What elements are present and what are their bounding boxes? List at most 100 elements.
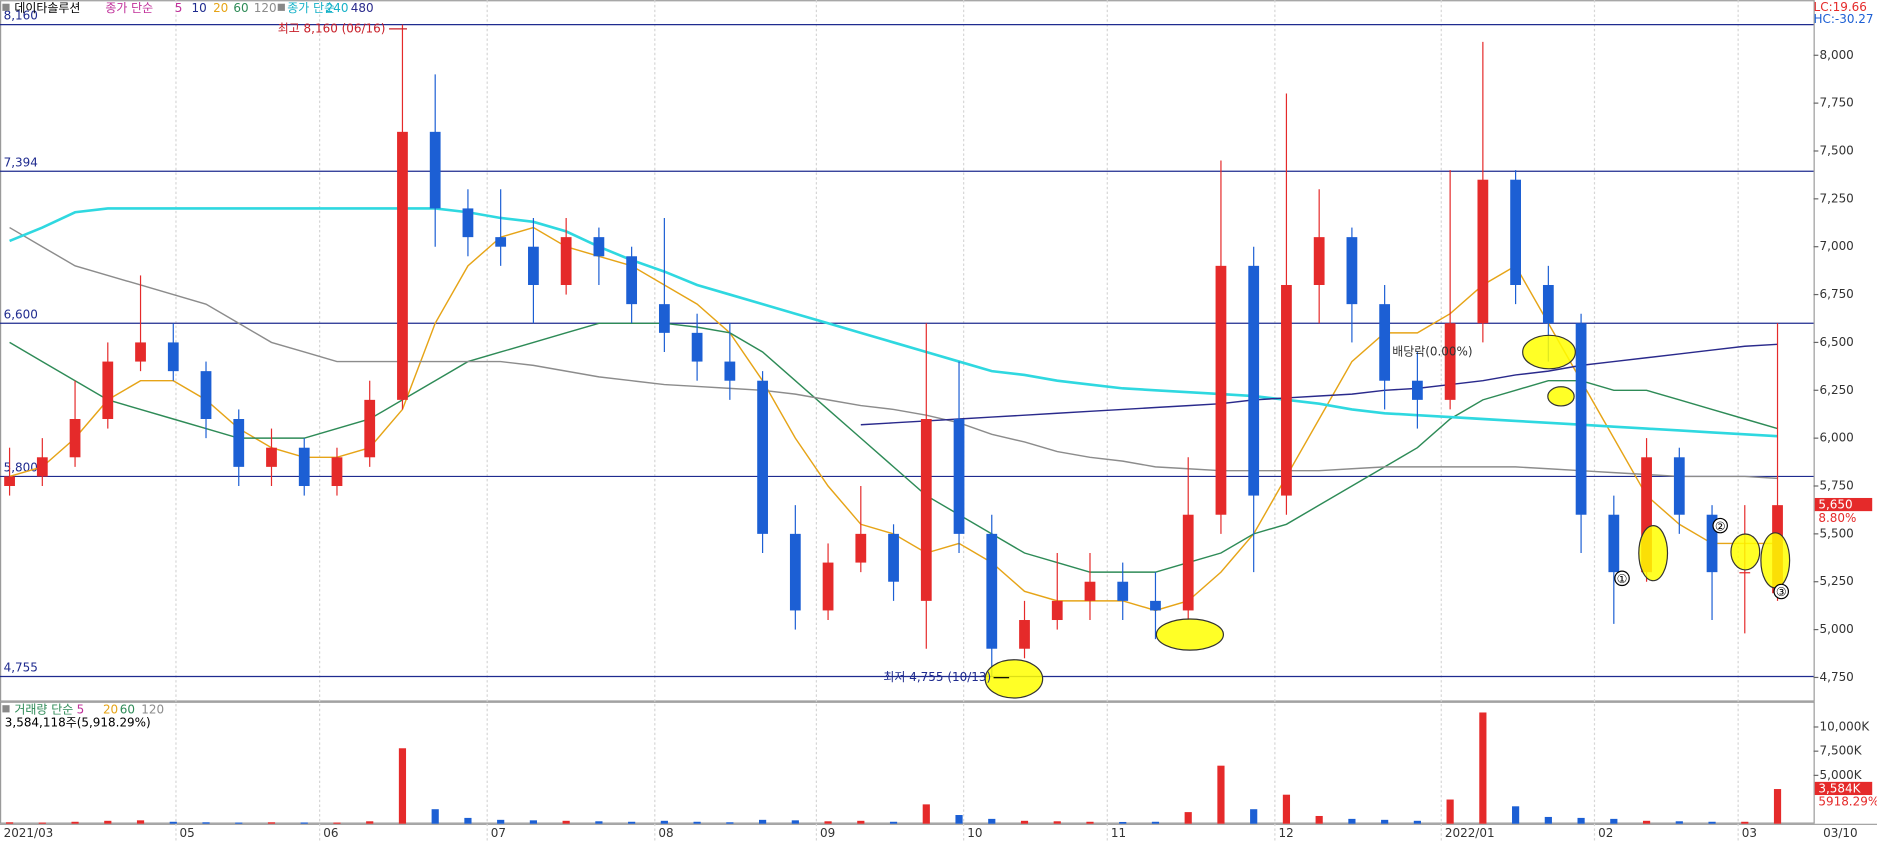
volume-bar — [922, 804, 930, 824]
price-pane — [0, 0, 1815, 702]
candle-body — [1641, 457, 1652, 573]
candle-body — [658, 304, 670, 333]
volume-bar — [791, 820, 799, 824]
y-tick-label: 7,000 — [1820, 239, 1854, 253]
y-tick-label: 6,750 — [1820, 287, 1854, 301]
candle-body — [1019, 620, 1030, 649]
volume-bar — [1315, 815, 1323, 824]
x-tick-label: 12 — [1278, 826, 1293, 840]
volume-bar — [1086, 821, 1094, 824]
volume-bar — [497, 819, 505, 824]
volume-bar — [955, 815, 963, 824]
y-tick-label: 5,250 — [1820, 574, 1854, 588]
ratio-label: 5918.29% — [1818, 795, 1877, 809]
candle-body — [495, 237, 507, 247]
y-tick-label: 10,000K — [1820, 719, 1871, 733]
ma-line — [9, 226, 1778, 480]
legend-text: 20 — [213, 1, 228, 15]
candle-body — [528, 246, 539, 285]
marker: ① — [1617, 572, 1628, 586]
volume-bar — [202, 822, 210, 824]
candle-body — [855, 533, 867, 563]
y-tick-label: 7,500 — [1820, 143, 1854, 157]
candle-body — [298, 447, 310, 487]
x-tick-label: 05 — [180, 826, 195, 840]
legend-text: 120 — [141, 702, 164, 716]
legend-text: 종가 단순 — [287, 1, 335, 15]
volume-bar — [1119, 821, 1127, 824]
volume-tag — [1814, 781, 1873, 796]
candle-body — [953, 419, 965, 534]
candle-body — [167, 342, 179, 372]
marker-circle — [1614, 570, 1630, 587]
volume-bar — [1741, 821, 1749, 824]
volume-bar — [5, 822, 14, 824]
volume-bar — [529, 820, 538, 824]
legend-text: 5 — [77, 702, 85, 716]
candle-body — [691, 332, 703, 362]
candle-body — [266, 447, 277, 467]
volume-bar — [1577, 817, 1585, 824]
candle-body — [1477, 179, 1489, 324]
legend-box — [2, 705, 10, 713]
legend-text: 60 — [233, 1, 248, 15]
legend-text: 10 — [192, 1, 207, 15]
legend-text: 종가 단순 — [105, 1, 153, 15]
x-tick-label: 03 — [1742, 826, 1757, 840]
y-tick-label: 7,750 — [1820, 96, 1854, 110]
level-label: 8,160 — [4, 9, 38, 23]
candle-body — [1379, 304, 1391, 381]
candle-body — [4, 476, 15, 487]
candle-body — [36, 457, 48, 477]
y-tick-label: 5,750 — [1820, 479, 1854, 493]
volume-bar — [1610, 818, 1618, 824]
volume-bar — [267, 822, 276, 824]
legend-text: 480 — [351, 1, 374, 15]
candle-body — [1215, 265, 1227, 515]
info-text: LC:19.66 — [1814, 0, 1867, 14]
volume-bar — [1184, 812, 1192, 824]
y-tick-label: 6,000 — [1820, 431, 1854, 445]
legend-text: 120 — [254, 1, 277, 15]
volume-bar — [660, 820, 668, 824]
highlight — [1522, 334, 1576, 370]
highlight — [1760, 532, 1791, 589]
candle-body — [397, 131, 408, 400]
y-tick-label: 5,000K — [1820, 768, 1863, 782]
volume-bar — [464, 817, 472, 824]
candle-body — [364, 399, 376, 458]
candle-body — [626, 256, 638, 305]
candle-body — [1575, 323, 1587, 515]
legend-box — [277, 3, 285, 11]
x-tick-label: 11 — [1111, 826, 1126, 840]
volume-bar — [824, 821, 832, 824]
level-label: 7,394 — [4, 155, 38, 169]
x-tick-label: 2021/03 — [4, 826, 54, 840]
candle-body — [757, 380, 768, 534]
legend-text: 5 — [175, 1, 183, 15]
ma-line — [860, 343, 1778, 426]
volume-bar — [1413, 820, 1421, 824]
volume-bar — [628, 821, 636, 824]
volume-bar — [988, 818, 996, 824]
x-tick-label: 02 — [1598, 826, 1613, 840]
price-tag-label: 5,650 — [1818, 498, 1852, 512]
annotation: 최저 4,755 (10/13) — [883, 670, 991, 684]
candle-body — [920, 419, 932, 601]
candle-body — [822, 562, 834, 611]
candle-body — [724, 361, 736, 381]
candle-body — [888, 533, 899, 582]
legend-text: 20 — [103, 702, 118, 716]
candle-body — [1673, 457, 1685, 515]
volume-bar — [71, 821, 79, 824]
annotation: 최고 8,160 (06/16) — [278, 21, 386, 35]
candle-body — [1346, 237, 1358, 305]
volume-bar — [1708, 821, 1716, 824]
volume-bar — [333, 822, 341, 824]
x-tick-label: 06 — [323, 826, 338, 840]
x-tick-label: 2022/01 — [1445, 826, 1495, 840]
highlight — [1638, 525, 1669, 582]
